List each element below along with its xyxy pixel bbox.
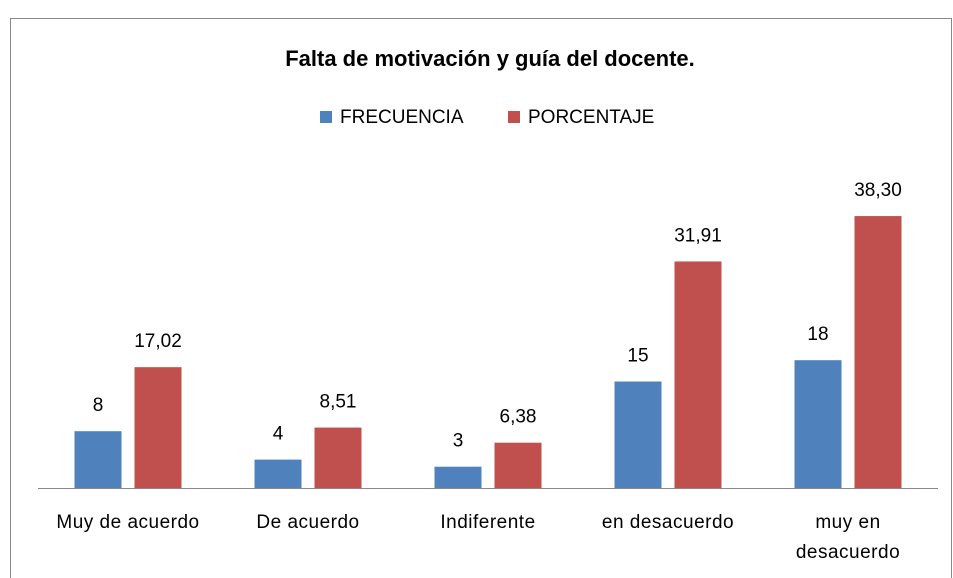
- legend-swatch: [508, 111, 520, 123]
- data-label: 17,02: [134, 331, 182, 352]
- bar: [854, 216, 902, 488]
- bar: [494, 442, 542, 488]
- bar: [434, 466, 482, 488]
- bar: [134, 367, 182, 488]
- legend-label: PORCENTAJE: [528, 107, 654, 128]
- data-label: 6,38: [500, 407, 537, 428]
- data-label: 3: [453, 431, 464, 452]
- chart-title: Falta de motivación y guía del docente.: [285, 46, 695, 71]
- legend-label: FRECUENCIA: [340, 107, 464, 128]
- x-tick-label: De acuerdo: [256, 512, 360, 533]
- bar: [614, 381, 662, 488]
- data-label: 4: [273, 424, 284, 445]
- x-tick-label: Indiferente: [440, 512, 536, 533]
- bar: [74, 431, 122, 488]
- data-label: 18: [807, 324, 828, 345]
- data-label: 8,51: [320, 392, 357, 413]
- data-label: 31,91: [674, 225, 722, 246]
- x-tick-label: muy en desacuerdo: [795, 512, 901, 563]
- chart-border: [10, 18, 952, 578]
- data-label: 8: [93, 395, 104, 416]
- bar: [794, 360, 842, 488]
- legend-swatch: [320, 111, 332, 123]
- data-label: 15: [627, 346, 648, 367]
- bar: [674, 261, 722, 488]
- x-tick-label: Muy de acuerdo: [56, 512, 200, 533]
- data-label: 38,30: [854, 180, 902, 201]
- bar: [314, 427, 362, 488]
- x-tick-label: en desacuerdo: [601, 512, 735, 533]
- bar: [254, 459, 302, 488]
